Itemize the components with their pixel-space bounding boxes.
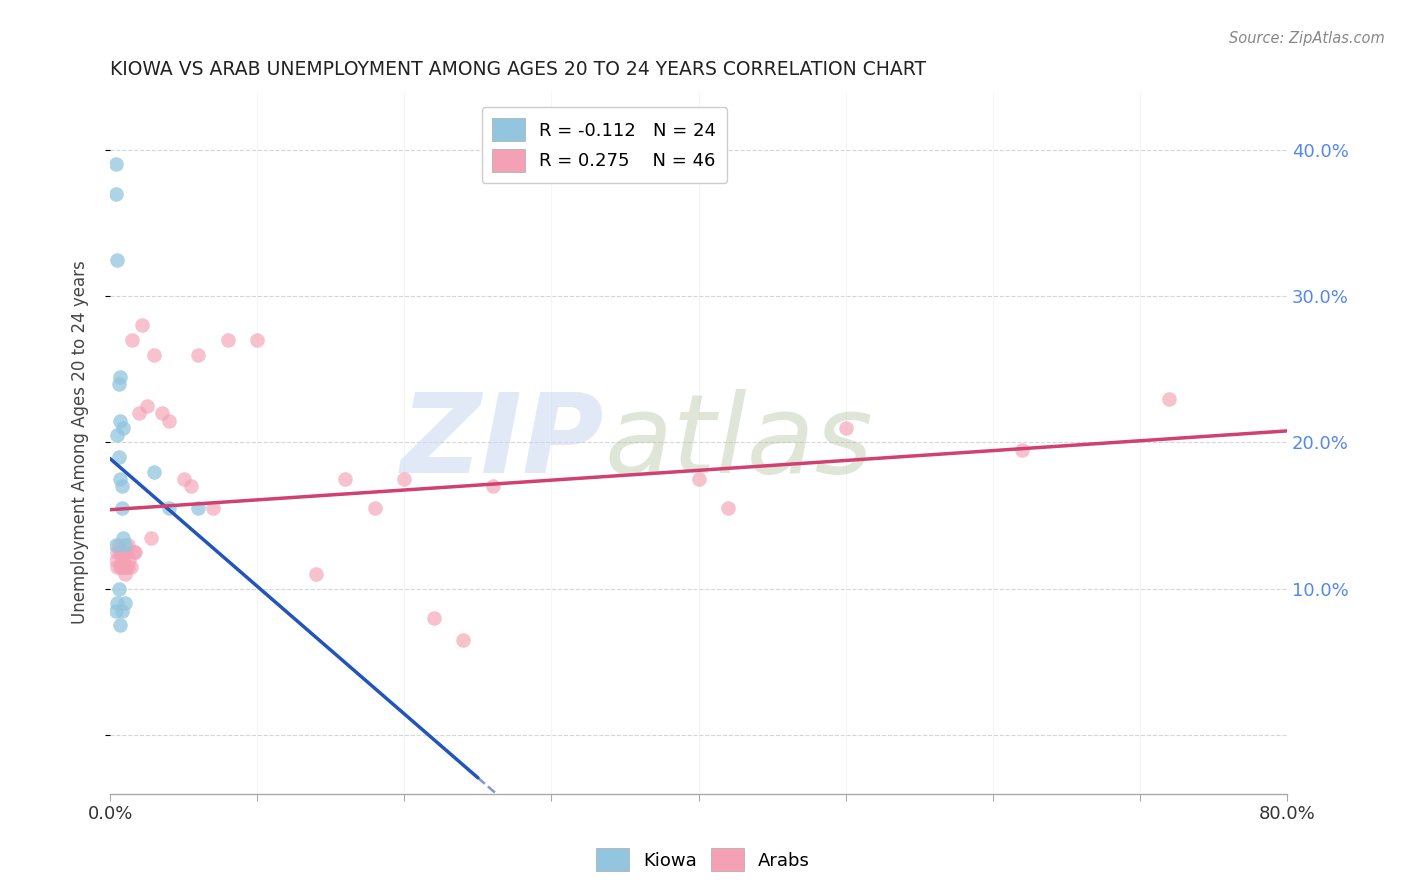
Point: [107, 597, 129, 611]
Point: [1011, 442, 1033, 457]
Point: [121, 333, 143, 347]
Point: [107, 559, 129, 574]
Point: [110, 472, 132, 486]
Point: [131, 318, 153, 333]
Point: [423, 611, 446, 625]
Point: [115, 559, 138, 574]
Point: [107, 545, 129, 559]
Point: [111, 552, 134, 566]
Point: [111, 559, 134, 574]
Point: [104, 538, 127, 552]
Point: [114, 559, 136, 574]
Point: [157, 413, 180, 427]
Point: [110, 559, 132, 574]
Point: [157, 501, 180, 516]
Point: [117, 559, 139, 574]
Text: atlas: atlas: [605, 389, 873, 496]
Point: [111, 501, 134, 516]
Point: [111, 479, 134, 493]
Point: [717, 501, 740, 516]
Point: [187, 501, 209, 516]
Point: [117, 538, 139, 552]
Point: [394, 472, 416, 486]
Point: [108, 538, 131, 552]
Point: [187, 348, 209, 362]
Point: [364, 501, 387, 516]
Point: [112, 559, 135, 574]
Point: [305, 567, 328, 582]
Point: [107, 428, 129, 442]
Point: [111, 604, 134, 618]
Point: [114, 597, 136, 611]
Point: [104, 604, 127, 618]
Point: [688, 472, 710, 486]
Text: KIOWA VS ARAB UNEMPLOYMENT AMONG AGES 20 TO 24 YEARS CORRELATION CHART: KIOWA VS ARAB UNEMPLOYMENT AMONG AGES 20…: [110, 60, 927, 78]
Point: [110, 618, 132, 632]
Point: [104, 552, 127, 566]
Point: [110, 369, 132, 384]
Point: [112, 421, 135, 435]
Text: ZIP: ZIP: [401, 389, 605, 496]
Point: [481, 479, 503, 493]
Point: [118, 552, 141, 566]
Point: [180, 479, 202, 493]
Point: [114, 567, 136, 582]
Point: [135, 399, 157, 413]
Point: [108, 376, 131, 391]
Point: [246, 333, 269, 347]
Point: [114, 538, 136, 552]
Point: [335, 472, 357, 486]
Point: [115, 545, 138, 559]
Text: Source: ZipAtlas.com: Source: ZipAtlas.com: [1229, 31, 1385, 46]
Point: [104, 186, 127, 201]
Point: [112, 531, 135, 545]
Point: [107, 252, 129, 267]
Point: [834, 421, 856, 435]
Point: [141, 531, 163, 545]
Point: [124, 545, 146, 559]
Point: [150, 406, 173, 420]
Point: [451, 633, 474, 648]
Legend: R = -0.112   N = 24, R = 0.275    N = 46: R = -0.112 N = 24, R = 0.275 N = 46: [482, 107, 727, 183]
Point: [143, 348, 166, 362]
Point: [112, 552, 135, 566]
Point: [202, 501, 225, 516]
Legend: Kiowa, Arabs: Kiowa, Arabs: [589, 841, 817, 879]
Y-axis label: Unemployment Among Ages 20 to 24 years: Unemployment Among Ages 20 to 24 years: [72, 260, 89, 624]
Point: [110, 413, 132, 427]
Point: [143, 465, 166, 479]
Point: [173, 472, 195, 486]
Point: [1159, 392, 1181, 406]
Point: [122, 545, 145, 559]
Point: [110, 545, 132, 559]
Point: [217, 333, 239, 347]
Point: [108, 582, 131, 596]
Point: [120, 559, 142, 574]
Point: [128, 406, 150, 420]
Point: [108, 450, 131, 464]
Point: [104, 157, 127, 171]
